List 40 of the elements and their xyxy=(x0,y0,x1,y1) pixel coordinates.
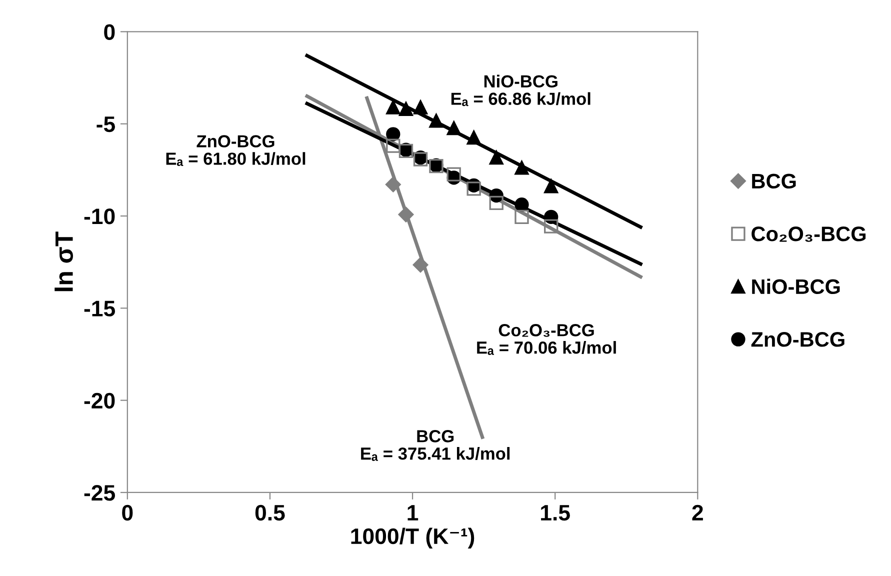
y-tick-label: 0 xyxy=(104,24,115,40)
y-tick-label: -10 xyxy=(84,208,115,224)
annotation: ZnO-BCG Eₐ = 61.80 kJ/mol xyxy=(166,135,306,166)
point xyxy=(466,130,481,145)
legend-label: ZnO-BCG xyxy=(751,332,844,347)
point xyxy=(544,219,558,234)
point xyxy=(489,196,504,210)
point xyxy=(446,120,461,136)
point xyxy=(412,257,428,273)
annotation: BCG Eₐ = 375.41 kJ/mol xyxy=(361,430,510,461)
point xyxy=(398,206,414,222)
point xyxy=(386,138,400,153)
x-tick-label: 0.5 xyxy=(255,504,285,521)
point xyxy=(429,114,444,128)
point xyxy=(466,182,481,196)
point xyxy=(446,167,461,182)
point xyxy=(489,150,504,165)
x-tick-label: 1.5 xyxy=(541,505,570,521)
legend-label: BCG xyxy=(752,174,796,189)
point xyxy=(386,100,400,114)
legend-label: Co₂O₃-BCG xyxy=(752,226,866,242)
y-tick-label: -5 xyxy=(96,116,115,132)
point xyxy=(514,160,529,175)
x-tick-label: 0 xyxy=(122,504,133,521)
point xyxy=(514,197,529,212)
y-tick-label: -15 xyxy=(84,300,115,316)
y-tick-label: -20 xyxy=(84,392,115,409)
annotation: NiO-BCG Eₐ = 66.86 kJ/mol xyxy=(451,74,590,106)
annotation: Co₂O₃-BCG Eₐ = 70.06 kJ/mol xyxy=(477,324,616,355)
legend-label: NiO-BCG xyxy=(752,278,840,294)
point xyxy=(544,179,558,194)
y-tick-label: -25 xyxy=(84,485,115,501)
x-tick-label: 1 xyxy=(408,505,418,520)
y-axis-title: ln σT xyxy=(54,232,73,292)
x-tick-label: 2 xyxy=(692,504,703,520)
point xyxy=(398,102,414,116)
point xyxy=(385,176,401,192)
x-axis-title: 1000/T (K⁻¹) xyxy=(351,528,474,548)
point xyxy=(514,210,529,224)
point xyxy=(413,100,428,114)
